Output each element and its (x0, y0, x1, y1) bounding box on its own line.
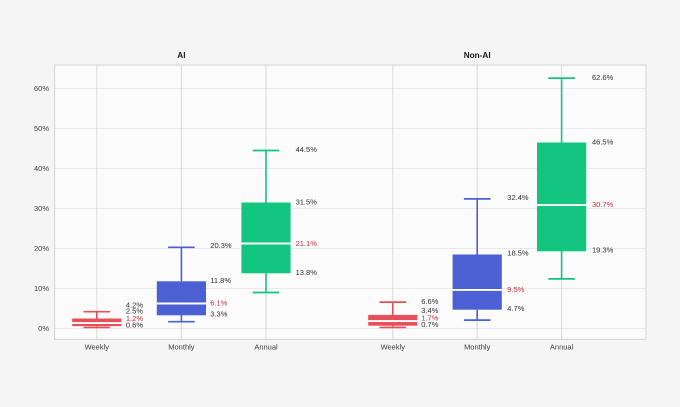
svg-text:13.8%: 13.8% (296, 268, 318, 277)
svg-text:30.7%: 30.7% (592, 200, 614, 209)
svg-text:Monthly: Monthly (464, 343, 491, 352)
svg-text:46.5%: 46.5% (592, 137, 614, 146)
svg-text:0.7%: 0.7% (421, 320, 438, 329)
svg-text:19.3%: 19.3% (592, 246, 614, 255)
svg-text:50%: 50% (34, 124, 49, 133)
svg-text:Weekly: Weekly (381, 343, 406, 352)
svg-text:20.3%: 20.3% (210, 241, 232, 250)
svg-text:3.3%: 3.3% (210, 310, 227, 319)
svg-text:Annual: Annual (550, 343, 574, 352)
svg-text:40%: 40% (34, 164, 49, 173)
svg-text:31.5%: 31.5% (296, 198, 318, 207)
svg-text:Monthly: Monthly (168, 343, 195, 352)
svg-text:20%: 20% (34, 244, 49, 253)
svg-text:32.4%: 32.4% (507, 193, 529, 202)
svg-text:3.4%: 3.4% (421, 306, 438, 315)
svg-text:1.7%: 1.7% (421, 313, 438, 322)
svg-text:Annual: Annual (254, 343, 278, 352)
svg-text:Non-AI: Non-AI (464, 51, 491, 60)
svg-text:AI: AI (177, 51, 185, 60)
svg-text:6.1%: 6.1% (210, 299, 227, 308)
svg-text:0.6%: 0.6% (126, 320, 143, 329)
svg-text:1.2%: 1.2% (126, 314, 143, 323)
svg-text:21.1%: 21.1% (296, 239, 318, 248)
svg-text:11.8%: 11.8% (210, 276, 231, 285)
svg-text:Weekly: Weekly (85, 343, 110, 352)
svg-text:18.5%: 18.5% (507, 249, 529, 258)
svg-text:10%: 10% (34, 284, 49, 293)
svg-text:6.6%: 6.6% (421, 297, 438, 306)
svg-text:9.5%: 9.5% (507, 285, 524, 294)
svg-text:4.2%: 4.2% (126, 301, 143, 310)
svg-text:2.5%: 2.5% (126, 307, 143, 316)
svg-text:62.6%: 62.6% (592, 73, 614, 82)
svg-text:0%: 0% (38, 324, 49, 333)
svg-text:4.7%: 4.7% (507, 304, 524, 313)
svg-text:30%: 30% (34, 204, 49, 213)
svg-text:60%: 60% (34, 84, 49, 93)
svg-text:44.5%: 44.5% (296, 145, 318, 154)
